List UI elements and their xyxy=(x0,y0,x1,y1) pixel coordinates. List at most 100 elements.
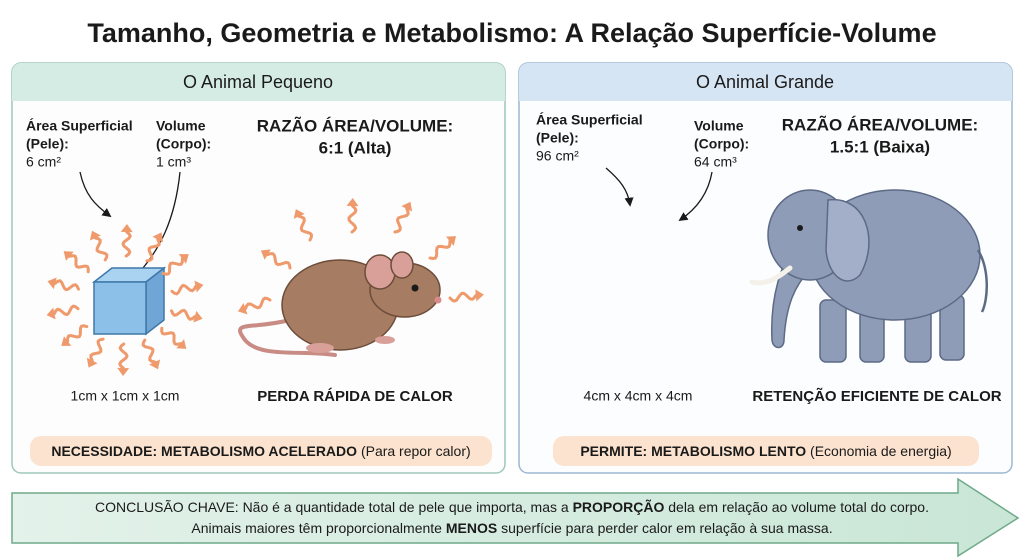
heat-head xyxy=(149,359,161,370)
heat-wave xyxy=(93,236,109,262)
heat-arrow xyxy=(170,308,203,323)
footer: PERMITE: METABOLISMO LENTO (Economia de … xyxy=(580,443,951,459)
heat-wave xyxy=(118,342,129,370)
heat-wave xyxy=(170,308,197,321)
cube-front xyxy=(93,281,147,335)
effect: PERDA RÁPIDA DE CALOR xyxy=(257,388,453,405)
volume-value: 64 cm³ xyxy=(694,154,737,170)
conclusion-text: superfície para perder calor em relação … xyxy=(497,520,832,536)
footer-bold: PERMITE: METABOLISMO LENTO xyxy=(580,443,806,459)
ratio-title: RAZÃO ÁREA/VOLUME: xyxy=(257,115,453,135)
heat-arrow xyxy=(448,289,484,303)
heat-wave xyxy=(68,254,90,274)
heat-wave xyxy=(53,279,80,292)
heat-head xyxy=(89,230,101,241)
panel-header xyxy=(519,63,1012,101)
heat-wave xyxy=(66,324,89,343)
heat-wave xyxy=(141,338,157,364)
volume-label: (Corpo): xyxy=(156,136,211,152)
footer-pill xyxy=(30,436,492,466)
heat-arrow xyxy=(120,224,133,258)
cube xyxy=(91,266,167,336)
heat-wave xyxy=(52,304,80,317)
pointer xyxy=(79,171,112,218)
area-label: Área Superficial xyxy=(536,112,643,128)
heat-wave xyxy=(428,239,452,261)
area-label: Área Superficial xyxy=(26,118,133,134)
area-value: 6 cm² xyxy=(26,154,61,170)
heat-wave xyxy=(145,238,161,263)
heat-wave xyxy=(393,207,410,234)
volume-value: 1 cm³ xyxy=(156,154,191,170)
heat-arrow xyxy=(46,304,80,320)
pointer xyxy=(605,167,634,207)
conclusion-text: dela em relação ao volume total do corpo… xyxy=(664,499,929,515)
ratio-value: 6:1 (Alta) xyxy=(319,138,392,157)
heat-arrow xyxy=(145,232,164,263)
heat-arrow xyxy=(428,236,457,261)
heat-head xyxy=(120,224,133,233)
mouse xyxy=(238,251,442,357)
heat-wave xyxy=(160,326,182,346)
heat-wave xyxy=(448,291,478,303)
heat-arrow xyxy=(393,201,413,234)
title: Tamanho, Geometria e Metabolismo: A Rela… xyxy=(87,18,936,48)
heat-head xyxy=(260,249,271,260)
heat-arrow xyxy=(293,209,314,242)
volume-label: Volume xyxy=(156,118,206,134)
conclusion-emphasis: PROPORÇÃO xyxy=(573,498,665,515)
ratio-value: 1.5:1 (Baixa) xyxy=(830,137,930,156)
heat-head xyxy=(117,367,130,376)
heat-head xyxy=(401,201,413,212)
conclusion-emphasis: MENOS xyxy=(446,520,497,536)
heat-arrow xyxy=(61,324,89,346)
heat-arrow xyxy=(161,254,189,276)
heat-head xyxy=(194,280,204,293)
effect: RETENÇÃO EFICIENTE DE CALOR xyxy=(752,387,1001,405)
conclusion-line: CONCLUSÃO CHAVE: Não é a quantidade tota… xyxy=(95,498,929,515)
heat-head xyxy=(46,307,56,320)
heat-head xyxy=(152,232,164,243)
conclusion-line: Animais maiores têm proporcionalmente ME… xyxy=(191,520,832,536)
heat-wave xyxy=(89,337,105,362)
heat-head xyxy=(61,336,72,346)
panel-heading: O Animal Pequeno xyxy=(183,72,333,92)
ratio-title: RAZÃO ÁREA/VOLUME: xyxy=(782,114,978,134)
heat-head xyxy=(178,254,189,264)
volume-label: Volume xyxy=(694,118,744,134)
conclusion-arrow xyxy=(11,477,1020,558)
footer-note: (Para repor calor) xyxy=(361,443,471,459)
footer-bold: NECESSIDADE: METABOLISMO ACELERADO xyxy=(51,443,357,459)
heat-arrow xyxy=(170,280,204,296)
dimensions: 1cm x 1cm x 1cm xyxy=(71,388,180,404)
volume-label: (Corpo): xyxy=(694,136,749,152)
heat-wave xyxy=(266,252,292,270)
heat-head xyxy=(86,357,98,368)
conclusion-text: CONCLUSÃO CHAVE: Não é a quantidade tota… xyxy=(95,499,573,515)
heat-head xyxy=(47,277,57,290)
heat-arrow xyxy=(237,296,272,315)
heat-head xyxy=(293,209,305,219)
heat-head xyxy=(346,198,359,207)
footer-pill xyxy=(553,436,979,466)
heat-arrow xyxy=(141,338,161,370)
heat-head xyxy=(176,339,187,349)
heat-wave xyxy=(170,283,198,296)
pointer xyxy=(678,171,713,222)
heat-head xyxy=(237,303,248,315)
area-label: (Pele): xyxy=(26,136,69,152)
heat-arrow xyxy=(160,326,187,349)
heat-arrow xyxy=(63,251,90,274)
heat-head xyxy=(475,289,484,302)
heat-wave xyxy=(347,204,358,234)
elephant xyxy=(749,189,989,363)
conclusion-text: Animais maiores têm proporcionalmente xyxy=(191,520,445,536)
heat-wave xyxy=(244,296,272,311)
footer: NECESSIDADE: METABOLISMO ACELERADO (Para… xyxy=(51,443,470,459)
footer-note: (Economia de energia) xyxy=(810,443,952,459)
heat-wave xyxy=(121,230,132,258)
heat-arrow xyxy=(346,198,359,234)
panel-header xyxy=(12,63,505,101)
